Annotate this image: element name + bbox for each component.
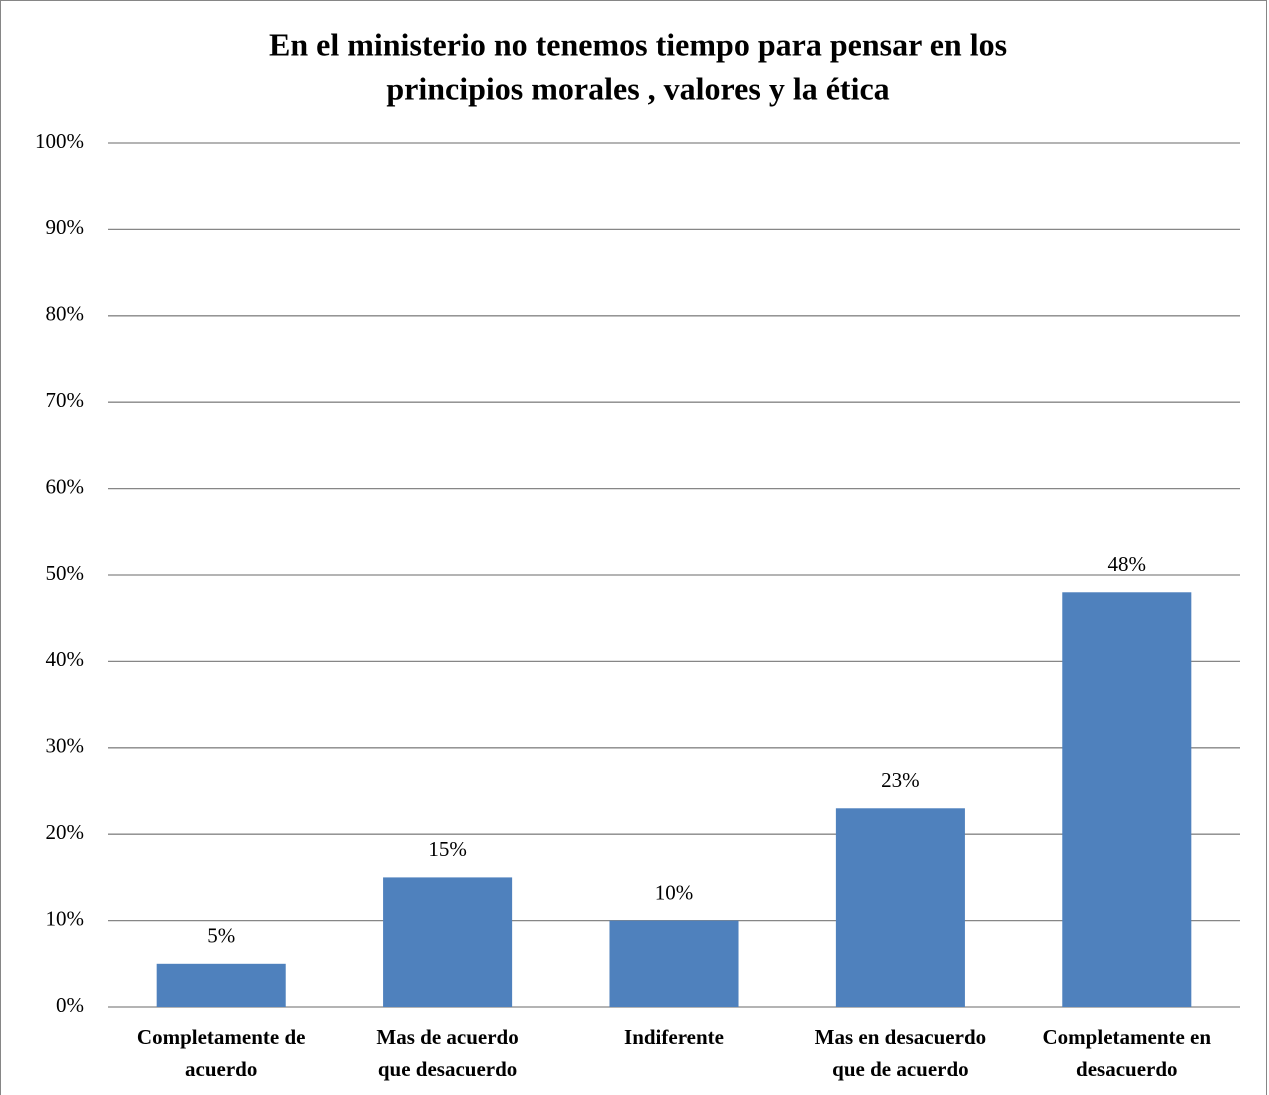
bar — [1062, 592, 1192, 1007]
y-tick-label: 50% — [46, 561, 85, 585]
y-tick-label: 0% — [56, 993, 84, 1017]
y-tick-label: 100% — [35, 129, 84, 153]
bar — [383, 877, 513, 1007]
bar — [835, 808, 965, 1007]
chart-title: principios morales , valores y la ética — [386, 70, 889, 106]
y-tick-label: 40% — [46, 647, 85, 671]
bar — [609, 920, 739, 1007]
x-tick-label: Completamente en — [1043, 1025, 1212, 1049]
data-label: 15% — [428, 837, 467, 861]
y-tick-label: 20% — [46, 820, 85, 844]
data-label: 23% — [881, 768, 920, 792]
y-tick-label: 80% — [46, 302, 85, 326]
y-tick-label: 30% — [46, 734, 85, 758]
x-tick-label: que de acuerdo — [832, 1057, 969, 1081]
x-tick-label: desacuerdo — [1076, 1057, 1178, 1081]
x-tick-label: que desacuerdo — [378, 1057, 517, 1081]
x-tick-label: acuerdo — [185, 1057, 257, 1081]
x-tick-label: Indiferente — [624, 1025, 724, 1049]
bar — [156, 963, 286, 1007]
x-tick-label: Completamente de — [137, 1025, 306, 1049]
y-tick-label: 60% — [46, 474, 85, 498]
y-tick-label: 10% — [46, 906, 85, 930]
y-tick-label: 90% — [46, 215, 85, 239]
chart-title: En el ministerio no tenemos tiempo para … — [269, 26, 1007, 62]
data-label: 10% — [655, 880, 694, 904]
data-label: 5% — [207, 924, 235, 948]
y-tick-label: 70% — [46, 388, 85, 412]
data-label: 48% — [1108, 552, 1147, 576]
x-tick-label: Mas en desacuerdo — [815, 1025, 987, 1049]
x-tick-label: Mas de acuerdo — [376, 1025, 518, 1049]
